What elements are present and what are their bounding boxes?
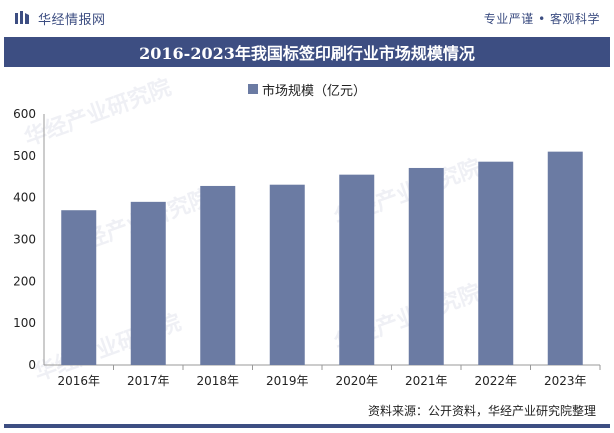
- bar: [547, 151, 583, 365]
- y-tick-label: 200: [13, 274, 36, 288]
- x-tick-label: 2016年: [57, 374, 100, 388]
- brand-name: 华经情报网: [38, 12, 106, 28]
- bar: [408, 167, 444, 365]
- bar: [130, 201, 166, 365]
- source-note: 资料来源：公开资料，华经产业研究院整理: [367, 404, 596, 418]
- chart-title-bar: 2016-2023年我国标签印刷行业市场规模情况: [4, 37, 610, 67]
- y-tick-label: 300: [13, 233, 36, 247]
- slogan: 专业严谨 • 客观科学: [483, 11, 600, 26]
- bar: [61, 210, 97, 365]
- y-tick-label: 0: [28, 358, 36, 372]
- y-tick-label: 400: [13, 191, 36, 205]
- x-tick-label: 2020年: [335, 374, 378, 388]
- brand[interactable]: 华经情报网: [14, 9, 106, 28]
- x-tick-label: 2018年: [196, 374, 239, 388]
- x-tick-label: 2023年: [544, 374, 587, 388]
- bar: [200, 185, 236, 365]
- bar: [339, 174, 375, 365]
- legend-label: 市场规模（亿元）: [261, 83, 366, 99]
- y-tick-label: 100: [13, 316, 36, 330]
- x-tick-label: 2022年: [474, 374, 517, 388]
- y-tick-label: 600: [13, 107, 36, 121]
- bar: [478, 161, 514, 365]
- footer: 资料来源：公开资料，华经产业研究院整理: [0, 400, 614, 422]
- legend-swatch: [247, 84, 258, 94]
- bar: [269, 184, 305, 365]
- chart-legend: 市场规模（亿元）: [0, 80, 614, 99]
- bottom-border: [4, 424, 610, 428]
- y-tick-label: 500: [13, 149, 36, 163]
- top-bar: 华经情报网 专业严谨 • 客观科学: [0, 0, 614, 36]
- x-tick-label: 2017年: [127, 374, 170, 388]
- chart-title: 2016-2023年我国标签印刷行业市场规模情况: [139, 44, 475, 63]
- brand-logo-icon: [15, 11, 29, 24]
- x-tick-label: 2021年: [405, 374, 448, 388]
- x-tick-label: 2019年: [266, 374, 309, 388]
